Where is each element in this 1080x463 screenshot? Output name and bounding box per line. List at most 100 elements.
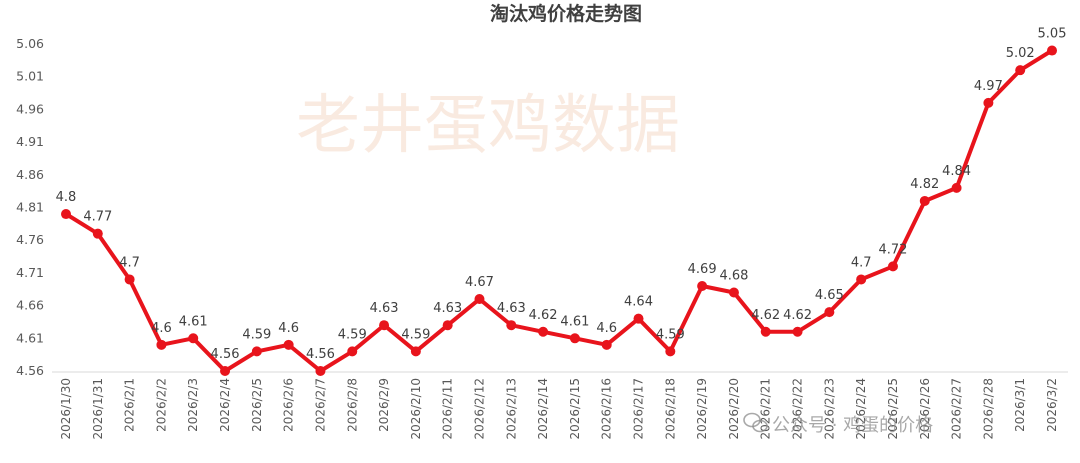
- data-point: [697, 280, 708, 291]
- x-tick-label: 2026/2/22: [791, 378, 805, 440]
- y-tick-label: 4.91: [16, 134, 44, 149]
- data-label: 4.61: [179, 314, 208, 329]
- x-tick-label: 2026/1/31: [91, 378, 105, 440]
- data-label: 4.82: [910, 177, 939, 192]
- data-point: [410, 346, 421, 357]
- y-tick-label: 4.71: [16, 265, 44, 280]
- x-tick-label: 2026/2/2: [154, 378, 168, 432]
- data-point: [601, 339, 612, 350]
- x-tick-label: 2026/2/19: [695, 378, 709, 440]
- x-tick-label: 2026/2/8: [345, 378, 359, 432]
- data-point: [728, 287, 739, 298]
- x-tick-label: 2026/2/9: [377, 378, 391, 432]
- x-tick-label: 2026/2/15: [568, 378, 582, 440]
- data-point: [442, 320, 453, 331]
- data-point: [474, 294, 485, 305]
- x-tick-label: 2026/2/18: [663, 378, 677, 440]
- data-label: 4.56: [211, 347, 240, 362]
- data-label: 4.59: [242, 327, 271, 342]
- data-point: [283, 339, 294, 350]
- data-point: [315, 366, 326, 376]
- y-axis: 4.56 4.61 4.66 4.71 4.76 4.81 4.86 4.91 4.96 5.01…: [16, 36, 44, 378]
- series-line: [64, 48, 1054, 373]
- data-label: 4.59: [338, 327, 367, 342]
- data-label: 4.69: [688, 262, 717, 277]
- data-point: [61, 209, 71, 220]
- y-tick-label: 4.61: [16, 330, 44, 345]
- data-label: 4.62: [783, 308, 812, 323]
- footer-watermark-text: 公众号 · 鸡蛋的价格: [772, 415, 933, 436]
- footer-watermark: 公众号 · 鸡蛋的价格: [743, 412, 933, 436]
- x-tick-label: 2026/2/17: [632, 378, 646, 440]
- x-tick-label: 2026/2/10: [409, 378, 423, 440]
- data-point: [951, 182, 962, 193]
- data-point: [188, 333, 199, 344]
- x-axis: 2026/1/30 2026/1/31 2026/2/1 2026/2/2 2026/2…: [59, 378, 1059, 440]
- data-label: 4.61: [560, 314, 589, 329]
- data-label: 4.6: [151, 321, 172, 336]
- data-label: 4.62: [529, 308, 558, 323]
- x-tick-label: 2026/2/14: [536, 378, 550, 440]
- y-tick-label: 5.01: [16, 69, 44, 84]
- y-tick-label: 5.06: [16, 36, 44, 51]
- data-point: [92, 228, 103, 239]
- data-label: 4.8: [56, 190, 77, 205]
- chart-title: 淘汰鸡价格走势图: [490, 2, 642, 25]
- data-point: [887, 261, 898, 272]
- data-label: 4.59: [656, 327, 685, 342]
- data-label: 4.67: [465, 275, 494, 290]
- data-label: 4.84: [942, 164, 971, 179]
- x-tick-label: 2026/2/11: [441, 378, 455, 440]
- y-tick-label: 4.66: [16, 298, 44, 313]
- data-label: 4.64: [624, 295, 653, 310]
- x-tick-label: 2026/2/16: [600, 378, 614, 440]
- x-tick-label: 2026/2/4: [218, 378, 232, 432]
- data-label: 4.63: [497, 301, 526, 316]
- data-label: 4.6: [278, 321, 299, 336]
- data-label: 4.6: [596, 321, 617, 336]
- x-tick-label: 2026/2/23: [822, 378, 836, 440]
- data-label: 5.02: [1006, 46, 1035, 61]
- data-point: [379, 320, 390, 331]
- x-tick-label: 2026/2/5: [250, 378, 264, 432]
- x-tick-label: 2026/2/25: [886, 378, 900, 440]
- y-tick-label: 4.86: [16, 167, 44, 182]
- x-tick-label: 2026/2/21: [759, 378, 773, 440]
- x-tick-label: 2026/2/6: [282, 378, 296, 432]
- data-point: [760, 326, 771, 337]
- data-point: [251, 346, 262, 357]
- data-point: [824, 307, 835, 318]
- x-tick-label: 2026/2/26: [918, 378, 932, 440]
- data-labels: 4.84.774.74.6 4.614.564.59 4.64.564.594.63…: [56, 27, 1067, 362]
- x-tick-label: 2026/3/2: [1045, 378, 1059, 432]
- data-point: [919, 195, 930, 206]
- x-tick-label: 2026/2/13: [504, 378, 518, 440]
- x-tick-label: 2026/3/1: [1013, 378, 1027, 432]
- data-label: 4.65: [815, 288, 844, 303]
- x-tick-label: 2026/2/3: [186, 378, 200, 432]
- data-point: [220, 366, 231, 376]
- y-tick-label: 4.56: [16, 363, 44, 378]
- x-tick-label: 2026/2/28: [981, 378, 995, 440]
- data-label: 4.77: [83, 210, 112, 225]
- x-tick-label: 2026/2/12: [472, 378, 486, 440]
- data-label: 5.05: [1038, 27, 1067, 42]
- watermark-text: 老井蛋鸡数据: [296, 89, 680, 163]
- data-point: [156, 339, 167, 350]
- wechat-icon: [743, 412, 768, 433]
- x-tick-label: 2026/2/7: [313, 378, 327, 432]
- y-tick-label: 4.81: [16, 200, 44, 215]
- x-tick-label: 2026/2/27: [950, 378, 964, 440]
- data-point: [983, 97, 994, 108]
- y-tick-label: 4.76: [16, 232, 44, 247]
- data-point: [124, 274, 135, 285]
- data-point: [1015, 65, 1026, 76]
- data-point: [569, 333, 580, 344]
- data-label: 4.63: [370, 301, 399, 316]
- data-label: 4.7: [119, 255, 140, 270]
- x-tick-label: 2026/2/24: [854, 378, 868, 440]
- data-label: 4.72: [878, 242, 907, 257]
- data-point: [856, 274, 867, 285]
- data-point: [633, 313, 644, 324]
